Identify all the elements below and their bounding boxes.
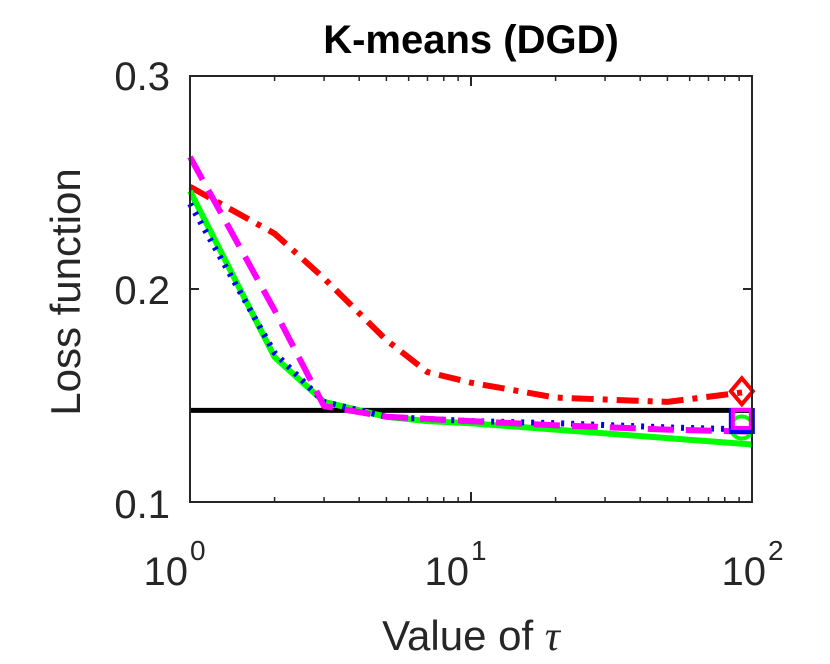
series-marker-red (728, 375, 756, 408)
y-tick-label-0.1: 0.1 (114, 483, 170, 527)
y-axis-label: Loss function (42, 168, 89, 416)
x-tick-base: 10 (144, 550, 189, 594)
series-line-magenta (187, 155, 753, 435)
y-tick-label-0.3: 0.3 (114, 55, 170, 99)
x-axis-label-prefix: Value of (382, 612, 533, 659)
series-line-green (187, 189, 753, 448)
x-tick-label-10^1: 10 1 (425, 535, 487, 594)
x-tick-label-10^0: 10 0 (144, 535, 206, 594)
plot-area (187, 75, 756, 503)
x-axis-label-symbol: τ (545, 614, 562, 660)
x-tick-exponent: 1 (471, 535, 487, 566)
chart-title: K-means (DGD) (323, 18, 619, 62)
x-tick-base: 10 (425, 550, 470, 594)
x-tick-exponent: 0 (190, 535, 206, 566)
x-tick-base: 10 (722, 550, 767, 594)
x-axis-label: Value of τ (382, 612, 562, 660)
series-line-blue (187, 202, 753, 433)
x-tick-exponent: 2 (768, 535, 784, 566)
series-line-red (188, 184, 753, 405)
x-tick-label-10^2: 10 2 (722, 535, 784, 594)
series-marker-magenta (730, 407, 753, 430)
y-tick-label-0.2: 0.2 (114, 269, 170, 313)
